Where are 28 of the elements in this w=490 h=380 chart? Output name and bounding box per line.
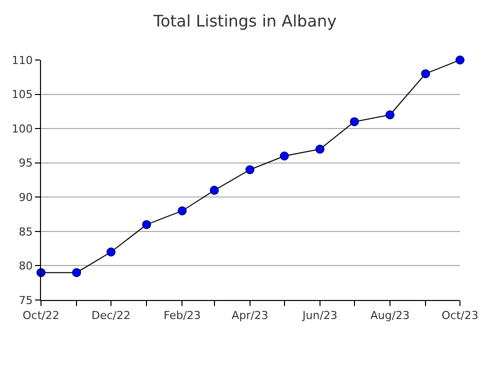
y-tick-label: 95 (18, 156, 33, 170)
y-tick-label: 110 (12, 54, 33, 67)
y-tick-label: 90 (18, 190, 33, 204)
x-tick-label: Feb/23 (164, 309, 201, 322)
point (456, 56, 464, 64)
x-tick-label: Aug/23 (370, 309, 410, 322)
point (106, 248, 116, 256)
point (350, 117, 359, 126)
point (315, 144, 324, 154)
point (210, 186, 219, 195)
x-tick-label: Oct/23 (442, 309, 478, 322)
point (178, 206, 187, 216)
point (142, 220, 152, 230)
point (72, 268, 82, 278)
point (421, 69, 430, 78)
point (280, 152, 289, 160)
x-tick-label: Oct/22 (22, 309, 60, 322)
y-tick-label: 75 (18, 294, 33, 307)
x-tick-label: Apr/23 (232, 309, 268, 322)
y-tick-label: 85 (18, 225, 33, 238)
x-tick-label: Dec/22 (92, 309, 131, 322)
x-tick-label: Jun/23 (302, 309, 338, 322)
y-tick-label: 100 (12, 122, 33, 136)
y-tick-label: 80 (18, 260, 33, 273)
point (385, 110, 394, 120)
chart-title: Total Listings in Albany (152, 11, 337, 30)
point (245, 165, 254, 174)
y-tick-label: 105 (12, 88, 33, 102)
